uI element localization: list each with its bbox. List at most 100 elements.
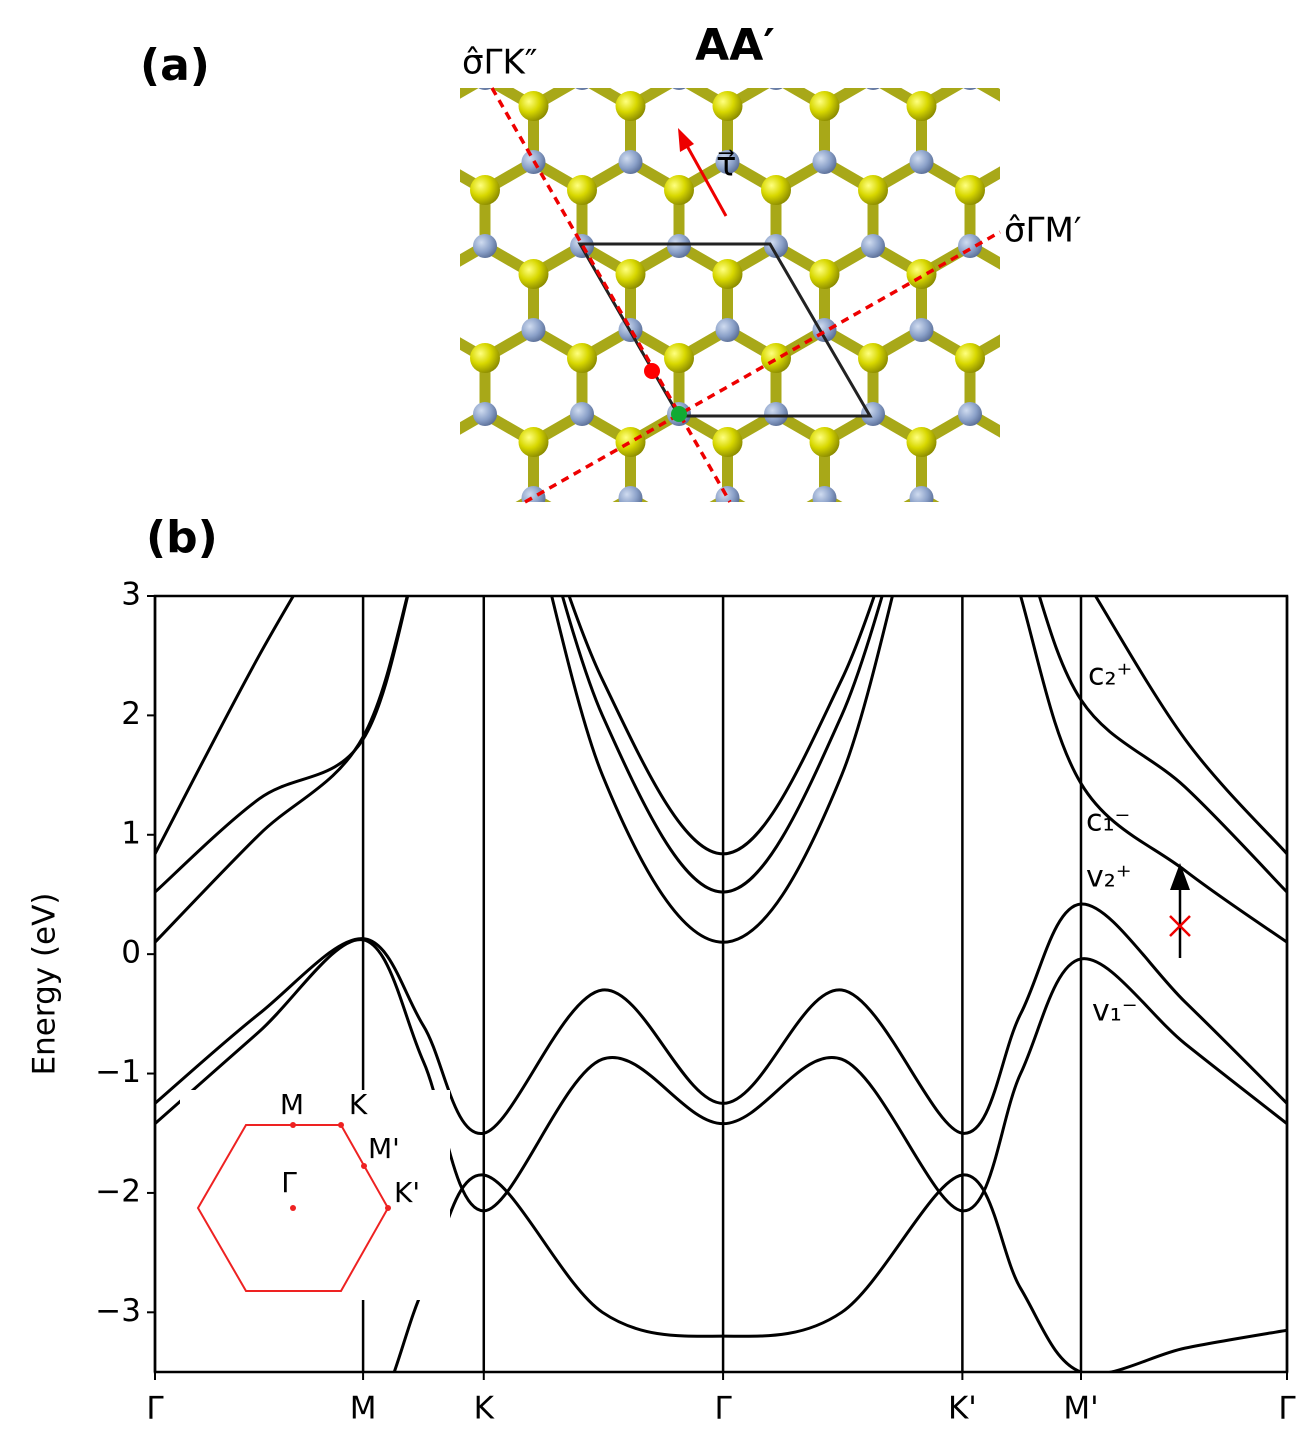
point — [644, 363, 660, 379]
bond — [531, 493, 552, 502]
forbidden-mark — [1169, 915, 1191, 937]
panel-label: (a) — [140, 40, 210, 91]
atom — [518, 91, 549, 121]
band — [155, 596, 1287, 856]
k-point — [290, 1122, 296, 1128]
atom — [809, 91, 840, 121]
atom — [958, 402, 982, 426]
atom — [812, 150, 837, 174]
arrow-head — [678, 128, 694, 152]
plot: Γ M K Γ K' M' Γ −3 −2 −1 0 1 2 3 — [95, 577, 1296, 1427]
atom — [712, 427, 743, 457]
atom — [664, 7, 694, 37]
bond — [388, 414, 437, 442]
atom — [764, 234, 788, 258]
panel-title: AA′ — [695, 20, 775, 71]
lattice-overlay — [490, 87, 1001, 504]
atom — [909, 150, 934, 174]
y-tick-label: 0 — [121, 935, 141, 971]
x-tick-label: Γ — [146, 1391, 164, 1427]
bond — [388, 330, 437, 358]
atom — [955, 343, 985, 373]
inset-label: K' — [394, 1176, 420, 1209]
atom — [518, 427, 549, 457]
atom — [615, 91, 646, 121]
atom — [478, 88, 492, 90]
atom — [858, 175, 888, 205]
mirror-label: σ̂ΓK″ — [462, 43, 538, 83]
y-tick-label: −2 — [95, 1173, 141, 1209]
atom — [1052, 7, 1082, 37]
atom — [1052, 343, 1082, 373]
bond — [340, 246, 389, 274]
atom — [809, 259, 840, 289]
atom — [858, 343, 888, 373]
atom — [712, 259, 743, 289]
inset: M K M' Γ K' — [180, 1088, 450, 1300]
atom — [861, 234, 885, 258]
atom — [1004, 259, 1034, 289]
atom — [422, 259, 452, 289]
bond — [822, 493, 843, 502]
x-tick-label: Γ — [1278, 1391, 1296, 1427]
arrow-head — [1170, 863, 1190, 890]
atom — [570, 402, 594, 426]
bond — [1067, 414, 1116, 442]
y-axis-label: Energy (eV) — [27, 893, 63, 1076]
atom — [618, 150, 643, 174]
atom — [866, 88, 880, 90]
inset-label: M — [280, 1088, 304, 1121]
atom — [715, 486, 740, 502]
atom — [615, 259, 646, 289]
y-tick-label: −3 — [95, 1293, 141, 1329]
band-label: v₁⁻ — [1092, 994, 1138, 1029]
atom — [761, 175, 791, 205]
atom — [1055, 402, 1079, 426]
atom — [858, 7, 888, 37]
bond — [460, 88, 479, 99]
atom — [955, 7, 985, 37]
vector-label: τ⃗ — [716, 145, 736, 185]
atom — [1004, 427, 1034, 457]
atom — [567, 343, 597, 373]
atom — [955, 175, 985, 205]
bond — [1019, 162, 1068, 190]
atom — [764, 402, 788, 426]
bond — [340, 414, 389, 442]
atom — [1052, 175, 1082, 205]
atom — [712, 91, 743, 121]
bond — [903, 493, 924, 502]
atom — [761, 343, 791, 373]
vector-arrow — [684, 143, 728, 217]
bands — [155, 596, 1287, 1372]
atom — [909, 318, 934, 342]
bond — [725, 493, 746, 502]
atom — [715, 150, 740, 174]
atom — [1004, 91, 1034, 121]
atom — [470, 7, 500, 37]
mirror-line — [524, 230, 1001, 504]
atom — [1007, 150, 1031, 174]
atom — [422, 427, 452, 457]
atom — [812, 486, 837, 502]
atom — [373, 175, 403, 205]
bond — [919, 493, 940, 502]
k-point — [338, 1122, 344, 1128]
point — [671, 406, 687, 422]
atom — [906, 91, 937, 121]
atom — [567, 175, 597, 205]
atom — [667, 234, 691, 258]
atom — [425, 150, 449, 174]
mirror-line — [490, 87, 732, 503]
atom — [618, 486, 643, 502]
transition — [1169, 863, 1191, 958]
y-tick-label: 2 — [121, 696, 141, 732]
atom — [470, 343, 500, 373]
atom — [664, 343, 694, 373]
bond — [628, 493, 649, 502]
atom — [664, 175, 694, 205]
atom — [521, 318, 546, 342]
inset-label: M' — [368, 1132, 400, 1165]
bond — [1067, 78, 1116, 106]
